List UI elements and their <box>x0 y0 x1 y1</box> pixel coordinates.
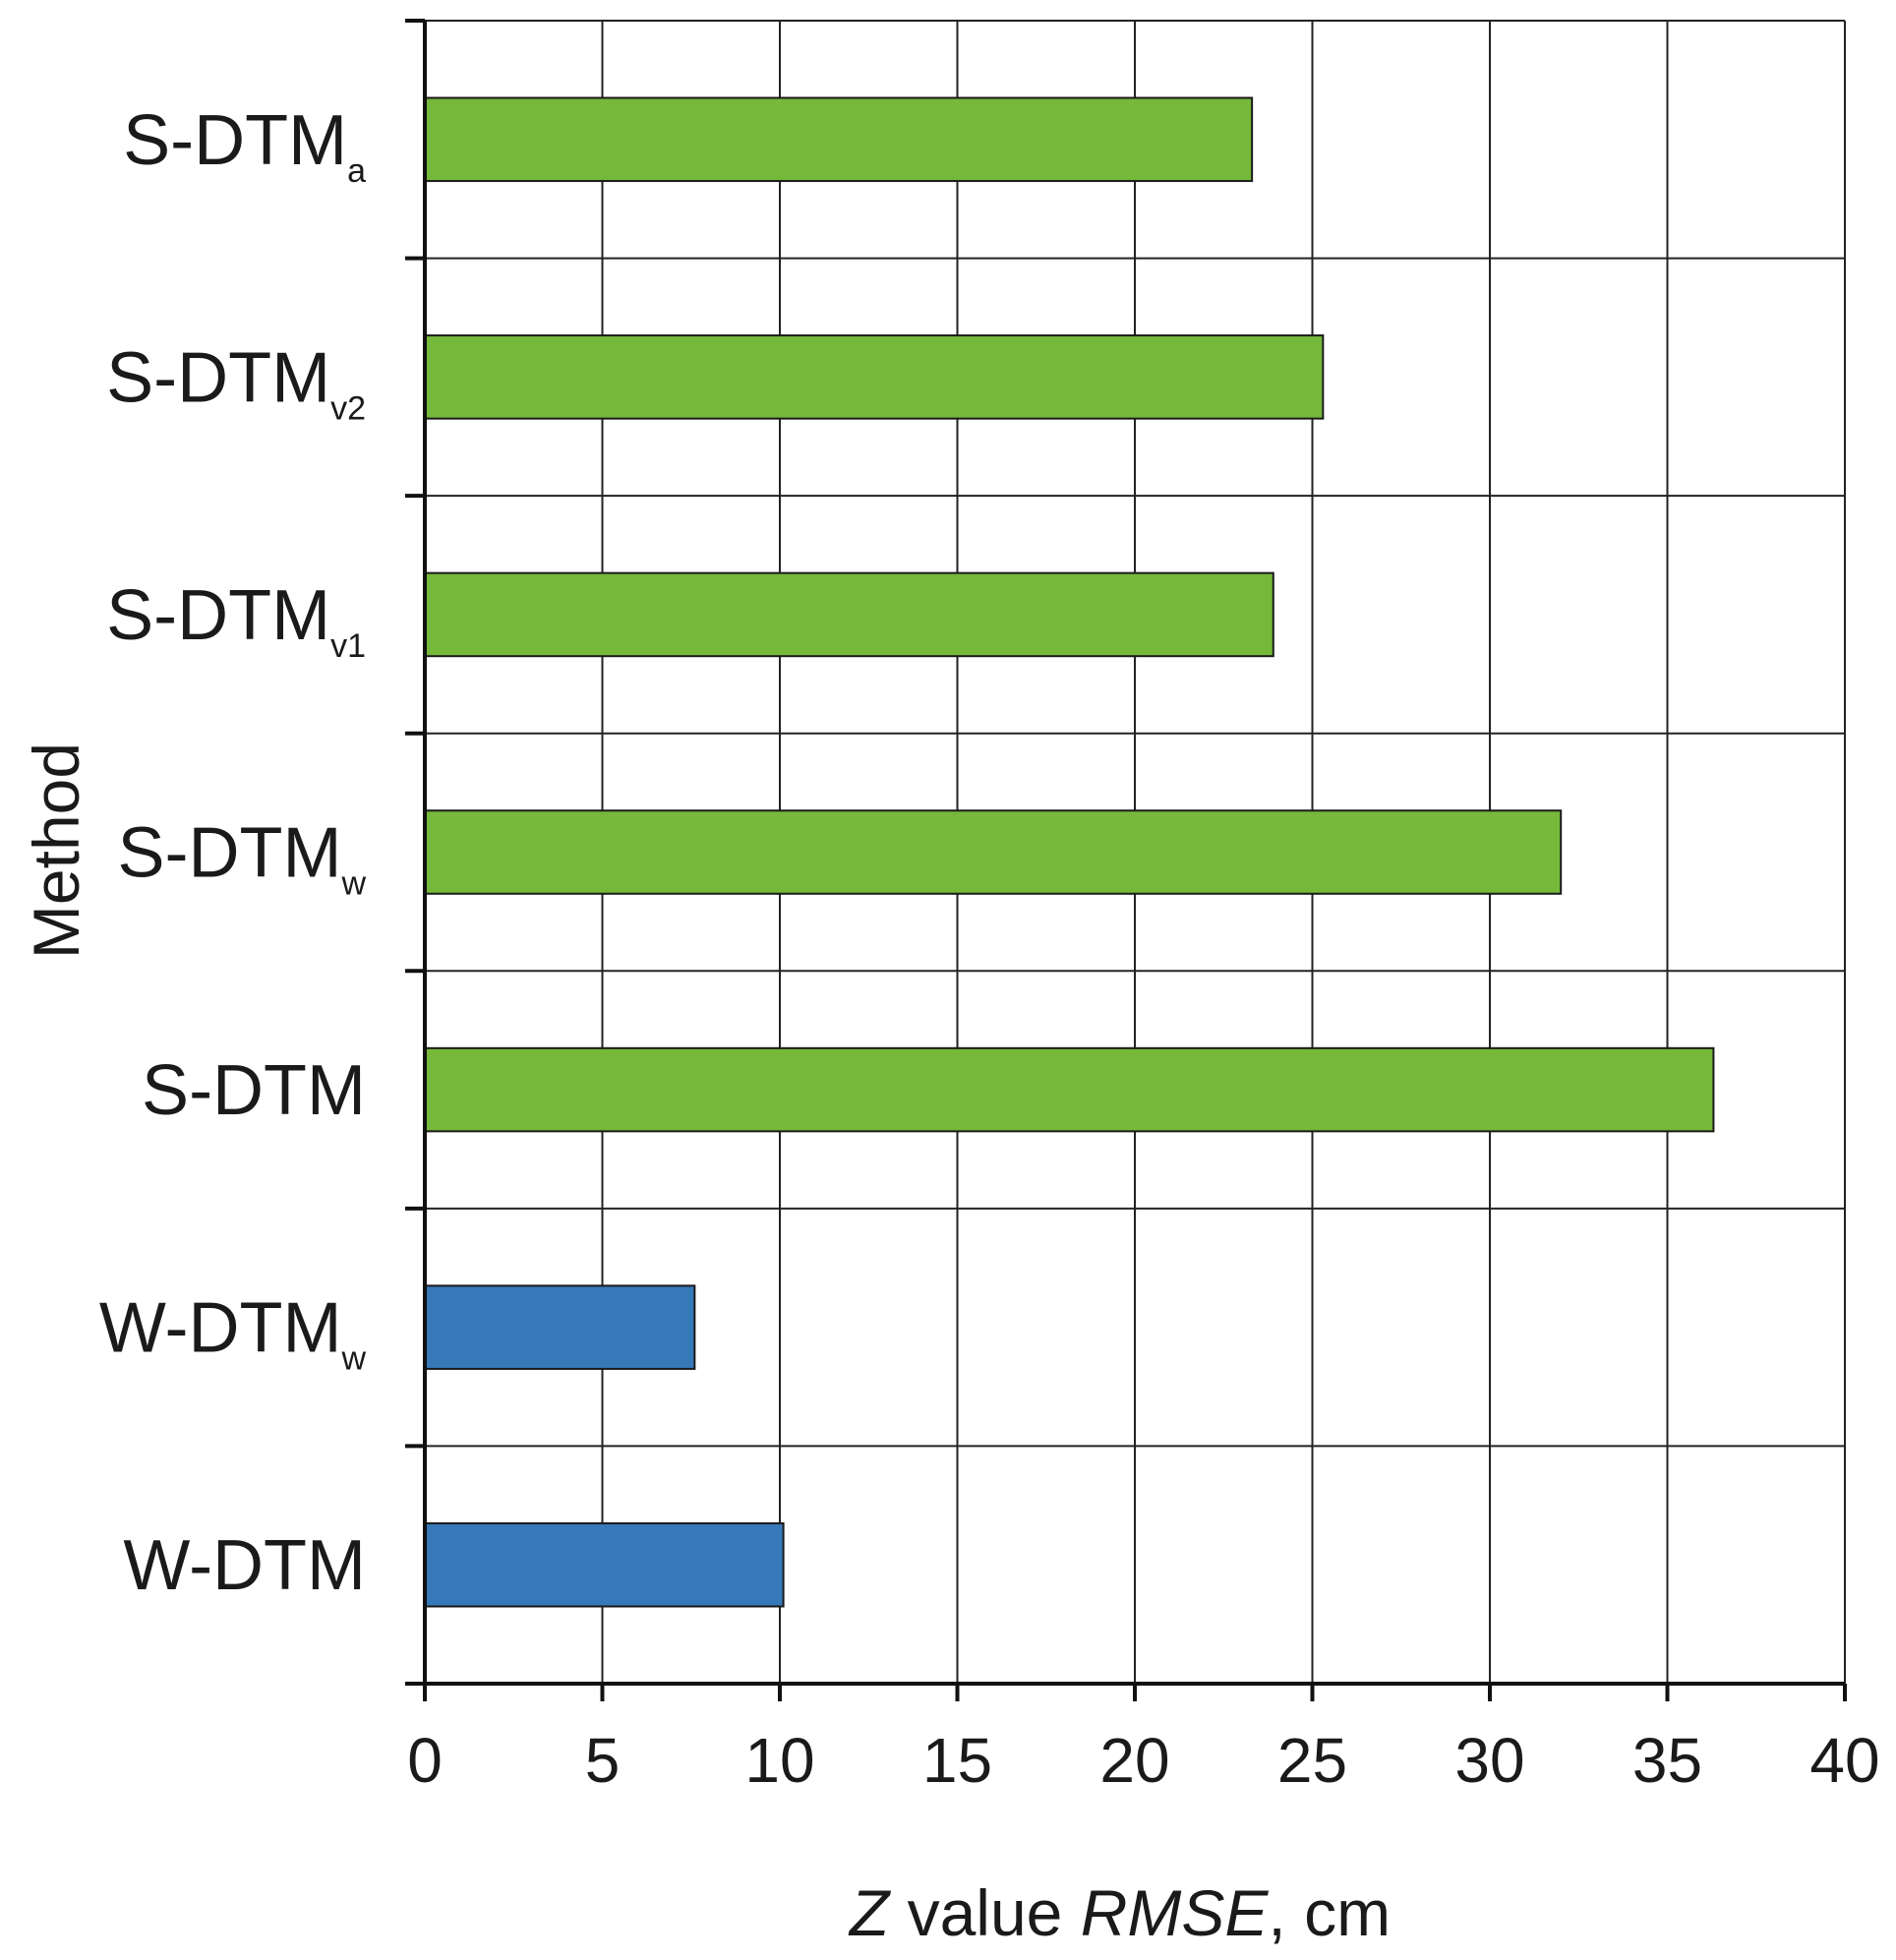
category-label: S-DTM <box>142 1051 366 1130</box>
category-label-subscript: w <box>340 1340 366 1378</box>
x-tick-label: 0 <box>407 1725 443 1796</box>
x-axis-title-part: , cm <box>1268 1876 1391 1949</box>
x-axis-title: Z value RMSE, cm <box>848 1876 1391 1949</box>
x-axis-title-part: value <box>889 1876 1080 1949</box>
category-label-subscript: v1 <box>330 627 366 665</box>
category-label-main: S-DTM <box>106 576 330 655</box>
bar <box>424 1046 1715 1133</box>
x-tick-label: 5 <box>585 1725 621 1796</box>
x-tick-labels: 0 5 10 15 20 25 30 35 40 <box>407 1725 1879 1796</box>
x-tick-label: 30 <box>1454 1725 1524 1796</box>
x-tick-label: 35 <box>1632 1725 1702 1796</box>
category-label-subscript: v2 <box>330 389 366 427</box>
bar <box>424 1284 696 1370</box>
x-tick-label: 25 <box>1277 1725 1347 1796</box>
category-label-subscript: w <box>340 865 366 903</box>
bar <box>424 571 1274 658</box>
bar <box>424 1521 785 1608</box>
category-label: S-DTMa <box>123 101 366 190</box>
y-axis-title: Method <box>20 742 92 959</box>
x-tick-label: 20 <box>1099 1725 1169 1796</box>
category-label-main: W-DTM <box>99 1289 342 1368</box>
category-label-main: S-DTM <box>117 814 341 893</box>
category-label: W-DTMw <box>99 1289 367 1378</box>
category-label-main: S-DTM <box>123 101 347 180</box>
category-label-main: S-DTM <box>106 338 330 417</box>
bar <box>424 809 1563 895</box>
bars <box>424 96 1715 1608</box>
category-label-subscript: a <box>347 152 366 190</box>
x-tick-label: 40 <box>1809 1725 1879 1796</box>
category-label: S-DTMw <box>117 814 366 903</box>
category-label: W-DTM <box>123 1526 366 1605</box>
category-label: S-DTMv1 <box>106 576 366 665</box>
category-labels: S-DTMaS-DTMv2S-DTMv1S-DTMwS-DTMW-DTMwW-D… <box>99 101 367 1605</box>
category-label: S-DTMv2 <box>106 338 366 427</box>
category-label-main: S-DTM <box>142 1051 366 1130</box>
x-tick-label: 15 <box>922 1725 992 1796</box>
x-tick-label: 10 <box>744 1725 814 1796</box>
bar <box>424 96 1254 183</box>
x-axis-title-part: RMSE <box>1081 1876 1270 1949</box>
x-axis-title-part: Z <box>848 1876 892 1949</box>
axes <box>405 19 1847 1701</box>
category-label-main: W-DTM <box>123 1526 366 1605</box>
bar <box>424 334 1325 420</box>
